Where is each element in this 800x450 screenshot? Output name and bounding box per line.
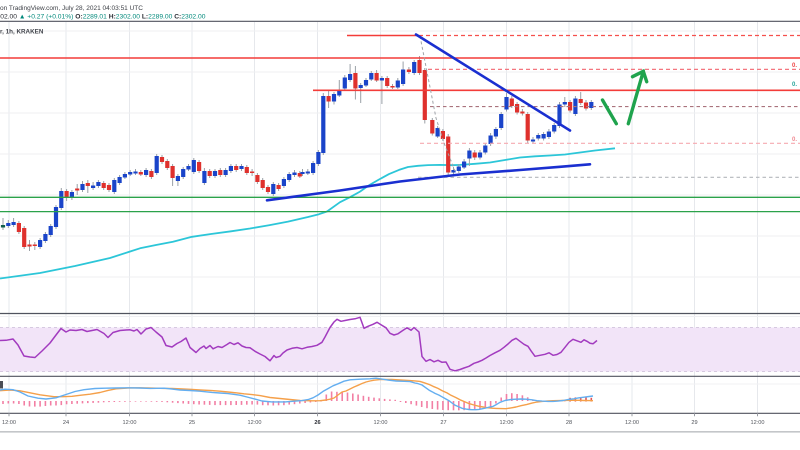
svg-text:12:00: 12:00 [500,420,514,426]
svg-text:26: 26 [314,420,320,426]
svg-text:0.: 0. [792,63,797,69]
svg-text:302.00 ▲ +0.27 (+0.01%) O:2289: 302.00 ▲ +0.27 (+0.01%) O:2289.01 H:2302… [0,14,206,21]
svg-text:27: 27 [440,420,446,426]
svg-text:28: 28 [566,420,572,426]
svg-text:12:00: 12:00 [374,420,388,426]
svg-text:on TradingView.com, July 28, 2: on TradingView.com, July 28, 2021 04:03:… [0,5,143,12]
svg-text:12:00: 12:00 [123,420,137,426]
svg-text:12:00: 12:00 [751,420,765,426]
svg-text:r, 1h, KRAKEN: r, 1h, KRAKEN [0,29,44,36]
svg-text:29: 29 [691,420,697,426]
svg-text:24: 24 [63,420,69,426]
svg-text:25: 25 [189,420,195,426]
svg-text:12:00: 12:00 [248,420,262,426]
svg-text:12:00: 12:00 [625,420,639,426]
svg-text:0.: 0. [792,137,797,143]
svg-text:12:00: 12:00 [2,420,16,426]
svg-text:0.: 0. [792,82,797,88]
